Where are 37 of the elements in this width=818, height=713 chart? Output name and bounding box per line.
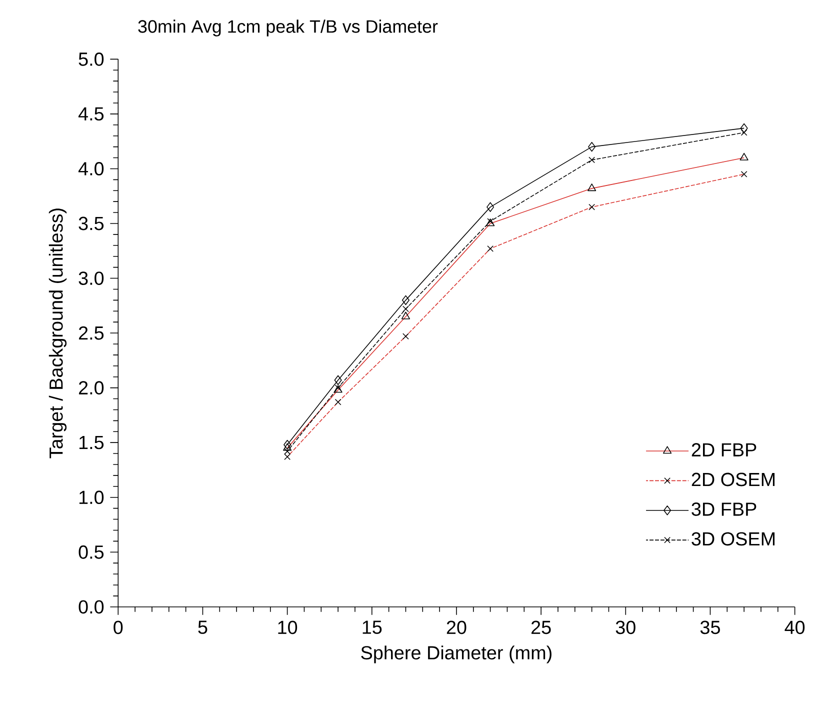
y-tick-label: 4.5	[78, 107, 104, 121]
point	[588, 142, 596, 152]
y-tick-label: 2.5	[78, 326, 104, 340]
x-tick-label: 25	[531, 620, 551, 634]
point	[402, 295, 410, 306]
legend-label: 3D OSEM	[692, 532, 775, 546]
x-tick-label: 20	[446, 620, 466, 634]
point	[588, 156, 596, 164]
y-tick-label: 2.0	[78, 381, 104, 394]
x-tick-label: 5	[198, 620, 208, 634]
point	[740, 123, 748, 134]
y-tick-label: 5.0	[78, 52, 104, 66]
point	[402, 306, 409, 312]
point	[284, 448, 291, 455]
legend-label: 3D FBP	[692, 502, 756, 516]
x-tick-label: 15	[362, 620, 382, 634]
x-axis-title: Sphere Diameter (mm)	[361, 646, 552, 664]
y-axis-title: Target / Background (unitless)	[48, 208, 67, 458]
y-tick-label: 3.5	[78, 216, 104, 230]
y-tick-label: 4.0	[78, 162, 104, 176]
y-tick-label: 0.0	[78, 600, 104, 614]
y-tick-label: 3.0	[78, 272, 104, 285]
legend-label: 2D FBP	[692, 443, 756, 456]
x-tick-label: 10	[278, 620, 298, 634]
point	[486, 202, 494, 212]
y-tick-label: 1.0	[79, 490, 104, 504]
point	[487, 218, 494, 224]
x-tick-label: 40	[784, 620, 805, 634]
legend-label: 2D OSEM	[692, 472, 775, 486]
x-tick-label: 30	[616, 620, 636, 634]
point	[740, 129, 748, 136]
x-tick-label: 35	[700, 620, 720, 634]
point	[334, 375, 342, 386]
chart-title: 30min Avg 1cm peak T/B vs Diameter	[138, 20, 438, 36]
x-tick-label: 0	[114, 620, 123, 634]
y-tick-label: 0.5	[78, 545, 104, 559]
y-tick-label: 1.5	[79, 436, 104, 450]
